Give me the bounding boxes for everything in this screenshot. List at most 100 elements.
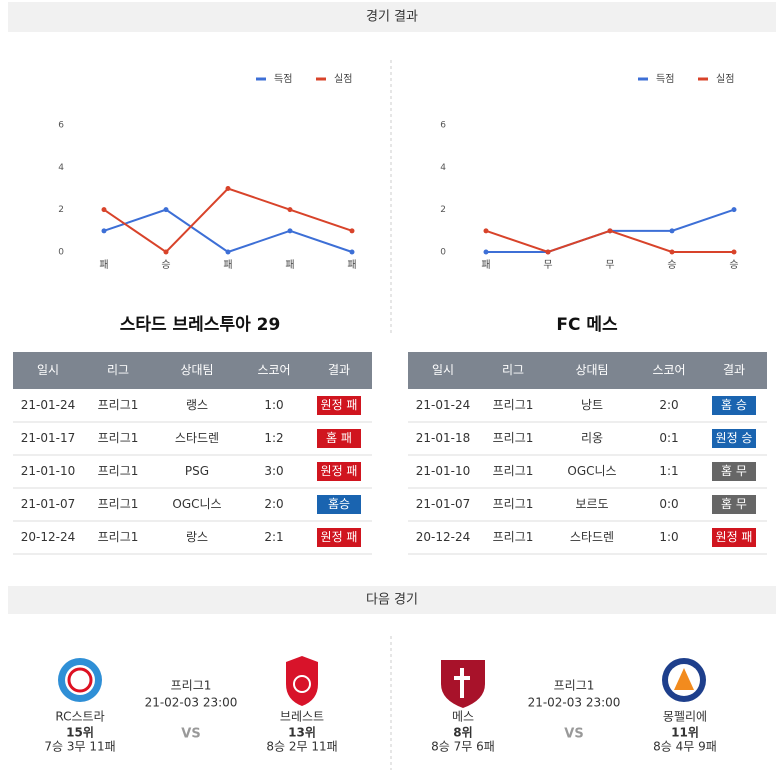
- team-record: 7승 3무 11패: [44, 740, 115, 754]
- cell: 0:1: [659, 431, 678, 445]
- section-title: 다음 경기: [366, 593, 418, 608]
- point: [287, 228, 293, 234]
- cell: 2:1: [264, 530, 283, 544]
- result-badge: [317, 396, 361, 415]
- point: [101, 228, 107, 234]
- team-rank: 13위: [288, 726, 316, 740]
- cell: 21-01-10: [416, 464, 470, 478]
- cell: 21-01-07: [416, 497, 470, 511]
- table-header: [408, 352, 767, 389]
- result-badge: [712, 462, 756, 481]
- vs: VS: [181, 727, 200, 742]
- league: 프리그1: [554, 679, 595, 693]
- cell: 스타드렌: [175, 431, 219, 445]
- cell: 스타드렌: [570, 530, 614, 544]
- point: [225, 249, 231, 255]
- y-tick-label: 2: [58, 205, 64, 215]
- cell: 프리그1: [493, 464, 534, 478]
- cell: 낭트: [581, 398, 603, 412]
- column-header: 일시: [37, 363, 59, 377]
- result-label: 원정 패: [321, 398, 358, 412]
- cell: 프리그1: [493, 431, 534, 445]
- cell: 21-01-17: [21, 431, 75, 445]
- point: [483, 249, 489, 255]
- cell: 프리그1: [98, 464, 139, 478]
- result-badge: [317, 528, 361, 547]
- result-label: 홈 패: [326, 431, 352, 445]
- league: 프리그1: [171, 679, 212, 693]
- column-header: 일시: [432, 363, 454, 377]
- point: [163, 249, 169, 255]
- legend-label: 실점: [334, 73, 352, 85]
- point: [287, 207, 293, 213]
- y-tick-label: 2: [440, 205, 446, 215]
- point: [483, 228, 489, 234]
- result-label: 원정 승: [716, 431, 753, 445]
- team-rank: 15위: [66, 726, 94, 740]
- cell: 20-12-24: [21, 530, 75, 544]
- result-badge: [712, 495, 756, 514]
- vs: VS: [564, 727, 583, 742]
- point: [163, 207, 169, 213]
- point: [669, 249, 675, 255]
- cell: 1:1: [659, 464, 678, 478]
- point: [545, 249, 551, 255]
- point: [101, 207, 107, 213]
- cell: OGC니스: [172, 497, 221, 511]
- column-header: 스코어: [257, 363, 290, 377]
- x-tick-label: 패: [347, 259, 356, 271]
- cell: 프리그1: [493, 497, 534, 511]
- column-header: 상대팀: [575, 363, 608, 377]
- y-tick-label: 6: [58, 121, 64, 131]
- cell: 프리그1: [98, 497, 139, 511]
- team-rank: 11위: [671, 726, 699, 740]
- point: [731, 207, 737, 213]
- cell: 프리그1: [98, 398, 139, 412]
- series-line: [103, 208, 353, 254]
- x-tick-label: 패: [481, 259, 490, 271]
- cell: 3:0: [264, 464, 283, 478]
- team-name: RC스트라: [55, 710, 104, 724]
- team-name: 스타드 브레스투아 29: [120, 315, 281, 335]
- cell: 프리그1: [98, 530, 139, 544]
- column-header: 리그: [502, 363, 524, 377]
- match-time: 21-02-03 23:00: [528, 696, 621, 710]
- y-tick-label: 4: [58, 163, 64, 173]
- cell: 보르도: [575, 497, 608, 511]
- point: [669, 228, 675, 234]
- legend-label: 실점: [716, 73, 734, 85]
- point: [731, 249, 737, 255]
- section-bar: [8, 586, 776, 614]
- result-badge: [712, 528, 756, 547]
- result-label: 원정 패: [321, 530, 358, 544]
- team-name: FC 메스: [556, 315, 618, 335]
- y-tick-label: 4: [440, 163, 446, 173]
- team-record: 8승 7무 6패: [431, 740, 495, 754]
- match-time: 21-02-03 23:00: [145, 696, 238, 710]
- result-badge: [317, 462, 361, 481]
- y-tick-label: 0: [58, 248, 64, 258]
- result-label: 홈 승: [721, 398, 747, 412]
- point: [607, 228, 613, 234]
- cell: OGC니스: [567, 464, 616, 478]
- cell: PSG: [185, 464, 209, 478]
- team-logo: [286, 656, 318, 706]
- team-record: 8승 4무 9패: [653, 740, 717, 754]
- point: [225, 186, 231, 191]
- column-header: 리그: [107, 363, 129, 377]
- section-title: 경기 결과: [366, 10, 418, 25]
- result-label: 원정 패: [716, 530, 753, 544]
- team-name: 메스: [452, 710, 474, 724]
- cell: 21-01-18: [416, 431, 470, 445]
- x-tick-label: 패: [223, 259, 232, 271]
- result-label: 홈 무: [721, 497, 747, 511]
- point: [349, 228, 355, 234]
- result-badge: [317, 495, 361, 514]
- cell: 21-01-24: [416, 398, 470, 412]
- x-tick-label: 승: [161, 259, 170, 271]
- x-tick-label: 승: [729, 259, 738, 271]
- x-tick-label: 무: [543, 260, 552, 271]
- x-tick-label: 패: [99, 259, 108, 271]
- cell: 1:0: [659, 530, 678, 544]
